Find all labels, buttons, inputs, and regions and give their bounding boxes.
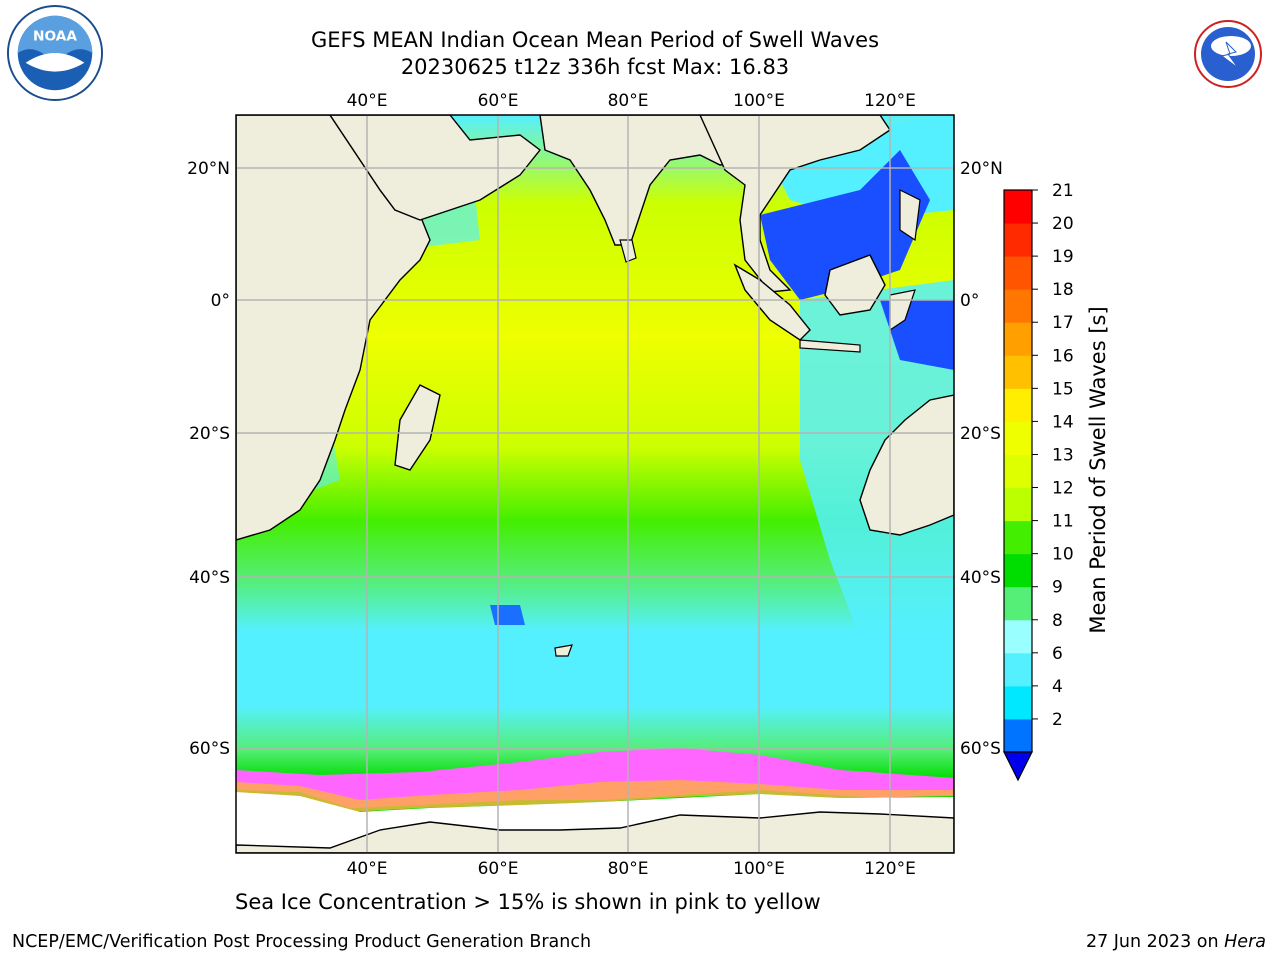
colorbar-segment [1004, 685, 1032, 720]
colorbar-tick-label: 20 [1052, 214, 1074, 234]
lat-tick-left: 20°N [187, 159, 230, 179]
colorbar-tick-label: 16 [1052, 346, 1074, 366]
sumatra-land [733, 263, 811, 341]
lon-tick-top: 40°E [347, 91, 388, 111]
lat-tick-right: 20°N [960, 159, 1003, 179]
antarctica-land [236, 811, 954, 853]
colorbar-tick-label: 18 [1052, 280, 1074, 300]
lat-ticks-right: 20°N 0° 20°S 40°S 60°S [960, 159, 1003, 759]
map-field [236, 115, 954, 853]
colorbar-segment [1004, 190, 1032, 224]
sea-ice-orange [236, 780, 954, 812]
southern-blue-patch [490, 605, 525, 625]
colorbar-segment [1004, 421, 1032, 455]
kerguelen-land [554, 644, 573, 657]
colorbar-tick-label: 4 [1052, 677, 1063, 697]
colorbar-segment [1004, 619, 1032, 654]
colorbar-tick-label: 13 [1052, 445, 1074, 465]
indochina-land [699, 115, 891, 293]
colorbar-segment [1004, 652, 1032, 687]
svg-text:NOAA: NOAA [33, 28, 77, 44]
philippines-land [899, 189, 921, 242]
colorbar-under-arrow [1003, 751, 1033, 782]
colorbar-segment [1004, 289, 1032, 323]
colorbar-segment [1004, 322, 1032, 356]
colorbar-tick-label: 2 [1052, 710, 1063, 730]
lat-tick-right: 20°S [960, 424, 1001, 444]
colorbar-tick-label: 17 [1052, 313, 1074, 333]
lon-tick-bottom: 60°E [478, 859, 519, 879]
lon-tick-bottom: 100°E [733, 859, 785, 879]
madagascar-land [394, 384, 441, 471]
colorbar-ticks: 21 20 19 18 17 16 15 14 13 12 11 10 9 8 6 4 2 [1032, 181, 1074, 730]
lon-tick-bottom: 80°E [608, 859, 649, 879]
colorbar-tick-label: 12 [1052, 479, 1074, 499]
colorbar-segment [1004, 223, 1032, 257]
australia-land [859, 394, 954, 536]
colorbar-tick-label: 15 [1052, 379, 1074, 399]
chart-title: GEFS MEAN Indian Ocean Mean Period of Sw… [310, 28, 880, 52]
lat-tick-right: 60°S [960, 739, 1001, 759]
lat-tick-left: 40°S [189, 568, 230, 588]
colorbar-segment [1004, 718, 1032, 753]
colorbar-tick-label: 10 [1052, 545, 1074, 565]
footer-host: Hera [1224, 932, 1266, 952]
graticule [236, 115, 954, 853]
footer-date-text: 27 Jun 2023 on [1085, 932, 1225, 952]
colorbar-frame [1003, 189, 1033, 753]
colorbar-segment [1004, 388, 1032, 422]
colorbar-segment [1004, 520, 1032, 555]
footer-date: 27 Jun 2023 on Hera [1086, 932, 1266, 952]
colorbar-segment [1004, 256, 1032, 290]
lat-tick-right: 0° [960, 291, 979, 311]
sea-ice-pink [236, 748, 954, 808]
map-frame [235, 114, 955, 854]
lon-tick-bottom: 40°E [347, 859, 388, 879]
lon-ticks-bottom: 40°E 60°E 80°E 100°E 120°E [347, 859, 916, 879]
colorbar-tick-label: 8 [1052, 611, 1063, 631]
colorbar-segment [1004, 553, 1032, 588]
colorbar-tick-label: 11 [1052, 512, 1074, 532]
colorbar-tick-label: 9 [1052, 578, 1063, 598]
lon-tick-bottom: 120°E [864, 859, 916, 879]
lon-tick-top: 60°E [478, 91, 519, 111]
lon-ticks-top: 40°E 60°E 80°E 100°E 120°E [347, 91, 916, 111]
lat-ticks-left: 20°N 0° 20°S 40°S 60°S [187, 159, 230, 759]
nws-logo [1178, 4, 1278, 104]
lat-tick-left: 20°S [189, 424, 230, 444]
lon-tick-top: 120°E [864, 91, 916, 111]
lon-tick-top: 100°E [733, 91, 785, 111]
colorbar-segment [1004, 454, 1032, 489]
colorbar [1003, 189, 1033, 782]
lat-tick-left: 60°S [189, 739, 230, 759]
colorbar-label: Mean Period of Swell Waves [s] [1086, 306, 1110, 633]
colorbar-tick-label: 21 [1052, 181, 1074, 201]
colorbar-segment [1004, 487, 1032, 522]
colorbar-tick-label: 6 [1052, 644, 1063, 664]
colorbar-segment [1004, 355, 1032, 389]
colorbar-tick-label: 14 [1052, 412, 1074, 432]
chart-subtitle: 20230625 t12z 336h fcst Max: 16.83 [400, 55, 790, 79]
colorbar-tick-label: 19 [1052, 247, 1074, 267]
colorbar-segment [1004, 586, 1032, 621]
sea-ice-caption: Sea Ice Concentration > 15% is shown in … [235, 890, 821, 914]
south-china-sea-blue [760, 150, 930, 300]
lat-tick-right: 40°S [960, 568, 1001, 588]
lat-tick-left: 0° [211, 291, 230, 311]
java-land [799, 339, 861, 353]
lon-tick-top: 80°E [608, 91, 649, 111]
noaa-logo: NOAA [6, 4, 104, 102]
footer-organization: NCEP/EMC/Verification Post Processing Pr… [12, 932, 592, 952]
